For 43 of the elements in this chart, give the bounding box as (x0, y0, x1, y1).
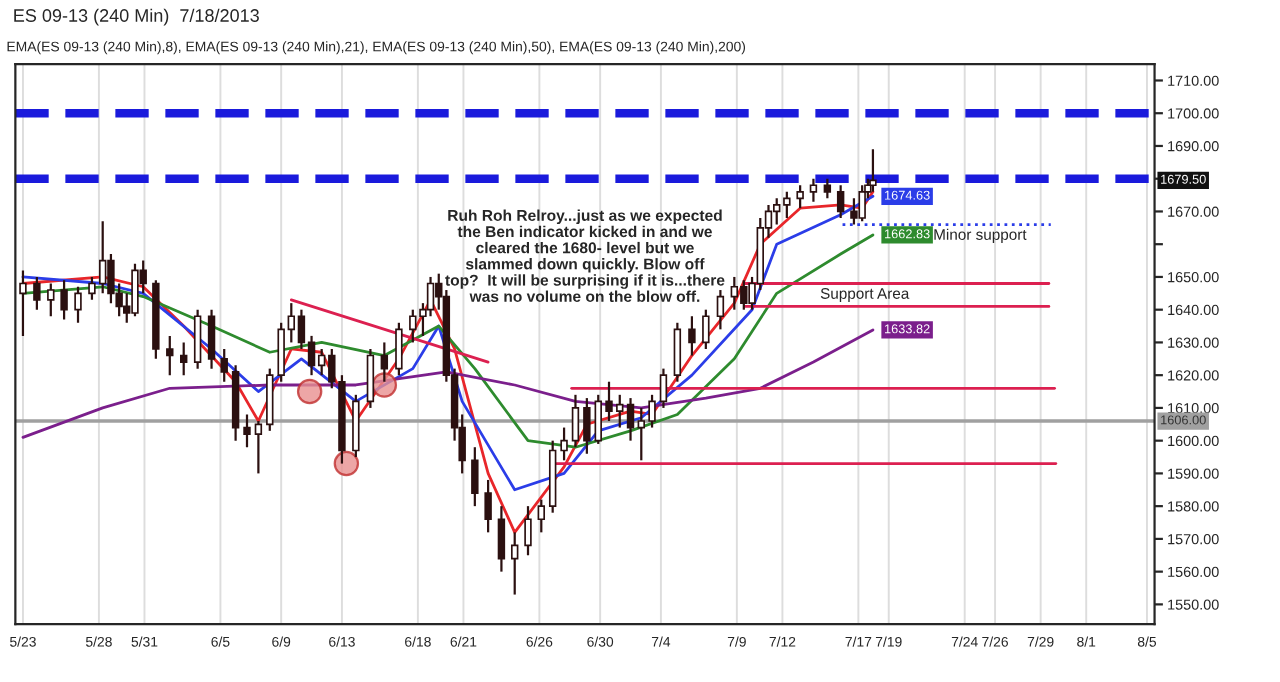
candlestick (131, 262, 139, 318)
candlestick (395, 321, 403, 377)
candlestick (207, 308, 216, 370)
candlestick (688, 315, 696, 357)
candlestick (571, 393, 580, 449)
candlestick (243, 413, 251, 449)
candlestick (33, 275, 41, 311)
candlestick (716, 288, 725, 331)
candlestick (179, 341, 188, 377)
candlestick (74, 285, 82, 324)
candlestick (560, 426, 568, 462)
candlestick (796, 184, 804, 210)
candlestick (702, 308, 710, 351)
candlestick (537, 498, 546, 534)
candlestick (19, 269, 27, 337)
candlestick (583, 396, 591, 455)
candlestick (47, 282, 55, 318)
candlestick (366, 347, 375, 410)
point (296, 378, 323, 405)
candlestick (510, 531, 519, 596)
candlestick (836, 184, 845, 220)
candlestick (193, 308, 202, 370)
candlestick (850, 197, 858, 226)
candlestick (659, 367, 668, 410)
candlestick (471, 446, 479, 508)
line-series (21, 328, 875, 439)
candlestick (869, 148, 877, 193)
candlestick (380, 341, 389, 383)
candlestick (524, 505, 532, 557)
point (333, 450, 360, 477)
chart-title: ES 09-13 (240 Min) 7/18/2013 (14, 8, 259, 26)
candlestick (858, 184, 866, 223)
candlestick (823, 177, 832, 200)
candlestick (60, 279, 68, 321)
candlestick (626, 396, 635, 442)
candlestick (220, 347, 228, 383)
candlestick (497, 505, 506, 573)
candlestick (673, 321, 682, 383)
candlestick (166, 334, 174, 377)
candlestick (254, 419, 263, 475)
point (371, 372, 398, 398)
candlestick (484, 478, 492, 534)
candlestick (809, 177, 818, 203)
